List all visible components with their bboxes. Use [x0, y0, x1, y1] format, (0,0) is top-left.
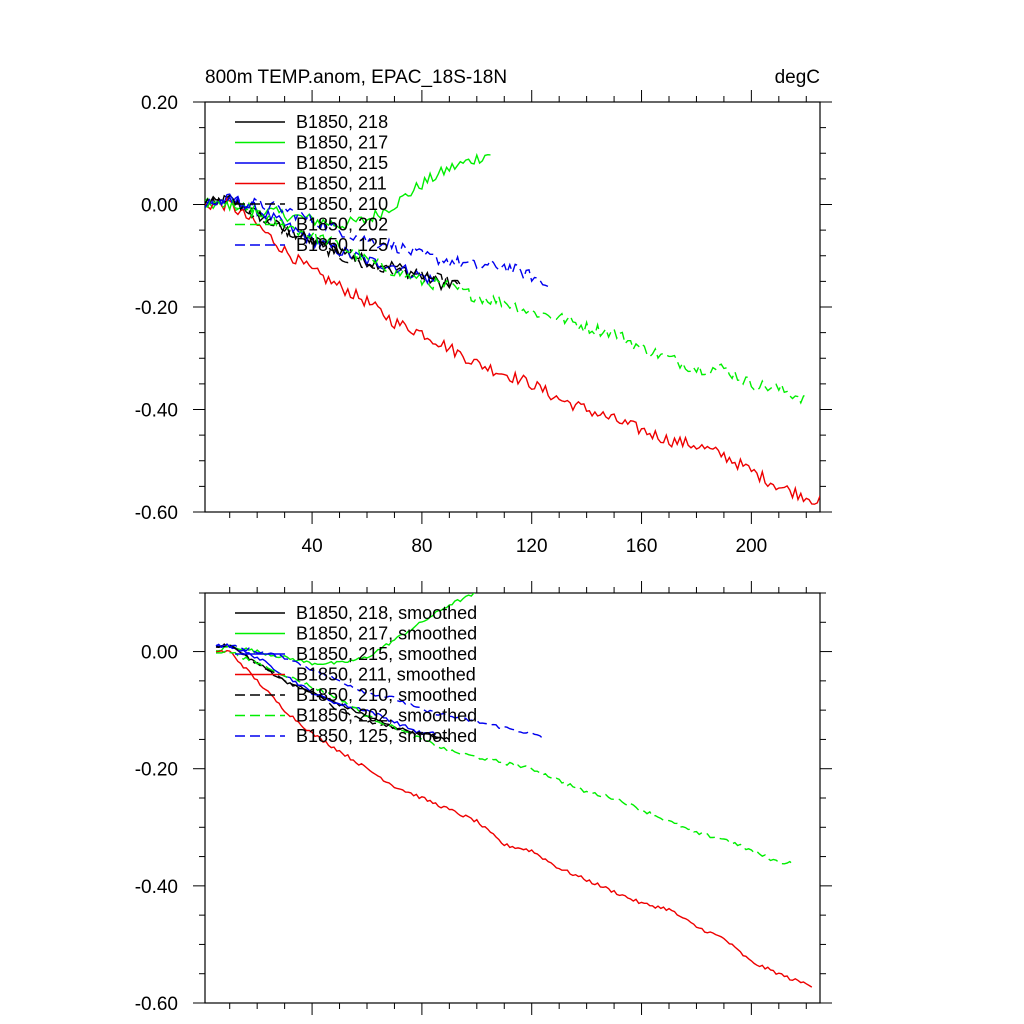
top-legend-label: B1850, 217 [296, 133, 388, 153]
bottom-legend-label: B1850, 125, smoothed [296, 726, 477, 746]
top-series-line-6 [205, 195, 549, 288]
top-y-tick-label: -0.40 [135, 401, 178, 422]
bottom-y-tick-label: 0.00 [141, 643, 178, 664]
top-y-tick-label: 0.20 [141, 93, 178, 114]
bottom-legend-label: B1850, 217, smoothed [296, 624, 477, 644]
top-y-tick-label: -0.60 [135, 503, 178, 524]
bottom-legend-label: B1850, 218, smoothed [296, 603, 477, 623]
top-panel: 800m TEMP.anom, EPAC_18S-18N degC 40 80 12… [135, 67, 832, 557]
top-y-tick-label: 0.00 [141, 196, 178, 217]
top-x-tick-label: 120 [516, 536, 548, 557]
top-series-line-1 [205, 152, 491, 230]
top-x-tick-label: 40 [302, 536, 323, 557]
bottom-y-tick-label: -0.60 [135, 994, 178, 1015]
bottom-legend-label: B1850, 202, smoothed [296, 706, 477, 726]
top-series-line-4 [205, 195, 461, 288]
bottom-y-tick-label: -0.40 [135, 877, 178, 898]
bottom-series-line-1 [215, 593, 476, 666]
top-x-tick-label: 200 [736, 536, 768, 557]
top-legend-label: B1850, 215 [296, 153, 388, 173]
top-legend-label: B1850, 211 [296, 174, 387, 194]
bottom-series-line-2 [215, 643, 437, 736]
top-legend-label: B1850, 210 [296, 194, 388, 214]
top-legend-label: B1850, 125 [296, 235, 388, 255]
top-series-line-5 [205, 197, 807, 405]
bottom-series-line-5 [215, 649, 793, 865]
top-series-line-3 [205, 197, 820, 505]
bottom-series-line-6 [215, 643, 546, 741]
top-x-tick-label: 80 [411, 536, 432, 557]
top-legend-label: B1850, 218 [296, 112, 388, 132]
bottom-series-line-4 [215, 644, 450, 741]
top-chart-title: 800m TEMP.anom, EPAC_18S-18N [205, 67, 507, 88]
top-x-tick-label: 160 [626, 536, 658, 557]
bottom-legend-label: B1850, 210, smoothed [296, 685, 477, 705]
top-y-tick-label: -0.20 [135, 298, 178, 319]
bottom-series-line-3 [215, 649, 813, 988]
bottom-legend-label: B1850, 211, smoothed [296, 665, 476, 685]
top-chart-units: degC [775, 67, 820, 88]
top-legend-label: B1850, 202 [296, 215, 388, 235]
bottom-y-tick-label: -0.20 [135, 760, 178, 781]
bottom-legend-label: B1850, 215, smoothed [296, 644, 477, 664]
